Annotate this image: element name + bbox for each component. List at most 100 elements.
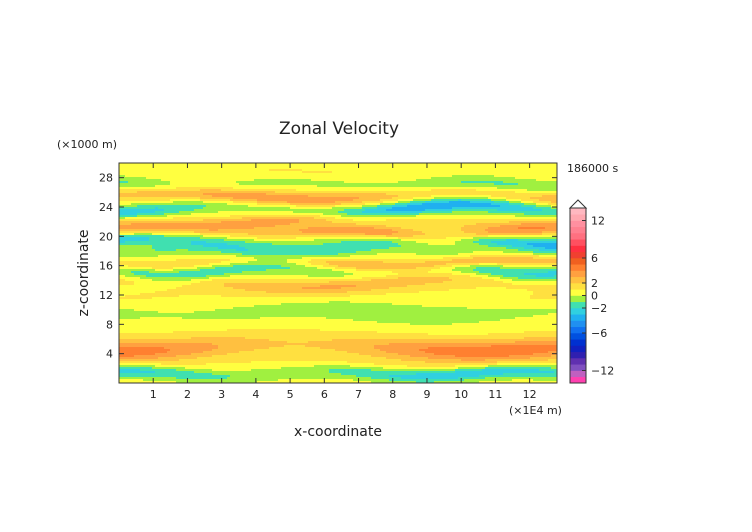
heatmap-cell (179, 213, 183, 216)
heatmap-cell (455, 181, 459, 184)
heatmap-cell (464, 187, 468, 190)
heatmap-cell (554, 197, 558, 200)
heatmap-cell (497, 189, 501, 192)
heatmap-cell (446, 167, 450, 170)
heatmap-cell (437, 167, 441, 170)
heatmap-cell (278, 225, 282, 228)
heatmap-cell (167, 195, 171, 198)
heatmap-cell (464, 199, 468, 202)
heatmap-cell (317, 187, 321, 190)
heatmap-cell (290, 207, 294, 210)
heatmap-cell (266, 203, 270, 206)
heatmap-cell (515, 211, 519, 214)
heatmap-cell (254, 175, 258, 178)
heatmap-cell (122, 209, 126, 212)
heatmap-cell (518, 163, 522, 166)
heatmap-cell (131, 187, 135, 190)
heatmap-cell (551, 171, 555, 174)
heatmap-cell (551, 181, 555, 184)
heatmap-cell (335, 175, 339, 178)
heatmap-cell (164, 211, 168, 214)
heatmap-cell (476, 171, 480, 174)
heatmap-cell (224, 171, 228, 174)
heatmap-cell (332, 227, 336, 230)
heatmap-cell (305, 219, 309, 222)
heatmap-cell (194, 213, 198, 216)
heatmap-cell (497, 165, 501, 168)
heatmap-cell (140, 177, 144, 180)
heatmap-cell (260, 225, 264, 228)
heatmap-cell (203, 209, 207, 212)
heatmap-cell (284, 207, 288, 210)
heatmap-cell (221, 167, 225, 170)
heatmap-cell (491, 211, 495, 214)
heatmap-cell (413, 215, 417, 218)
heatmap-cell (164, 175, 168, 178)
heatmap-cell (359, 201, 363, 204)
heatmap-cell (443, 209, 447, 212)
heatmap-cell (125, 229, 129, 232)
heatmap-cell (509, 225, 513, 228)
heatmap-cell (389, 195, 393, 198)
heatmap-cell (530, 223, 534, 226)
heatmap-cell (524, 181, 528, 184)
heatmap-cell (290, 227, 294, 230)
heatmap-cell (275, 181, 279, 184)
heatmap-cell (317, 185, 321, 188)
heatmap-cell (500, 209, 504, 212)
heatmap-cell (359, 205, 363, 208)
heatmap-cell (242, 205, 246, 208)
heatmap-cell (314, 223, 318, 226)
heatmap-cell (530, 189, 534, 192)
heatmap-cell (209, 229, 213, 232)
heatmap-cell (173, 229, 177, 232)
heatmap-cell (305, 209, 309, 212)
heatmap-cell (119, 225, 123, 228)
heatmap-cell (554, 193, 558, 196)
heatmap-cell (164, 185, 168, 188)
heatmap-cell (176, 185, 180, 188)
heatmap-cell (236, 229, 240, 232)
heatmap-cell (122, 181, 126, 184)
heatmap-cell (347, 165, 351, 168)
heatmap-cell (248, 207, 252, 210)
heatmap-cell (371, 191, 375, 194)
heatmap-cell (338, 197, 342, 200)
heatmap-cell (431, 187, 435, 190)
heatmap-cell (317, 191, 321, 194)
heatmap-cell (311, 181, 315, 184)
heatmap-cell (149, 207, 153, 210)
heatmap-cell (161, 181, 165, 184)
heatmap-cell (317, 193, 321, 196)
heatmap-cell (218, 173, 222, 176)
heatmap-cell (389, 203, 393, 206)
heatmap-cell (275, 223, 279, 226)
heatmap-cell (125, 193, 129, 196)
heatmap-cell (257, 183, 261, 186)
heatmap-cell (281, 177, 285, 180)
heatmap-cell (236, 193, 240, 196)
heatmap-cell (194, 223, 198, 226)
heatmap-cell (440, 185, 444, 188)
heatmap-cell (131, 217, 135, 220)
heatmap-cell (338, 179, 342, 182)
heatmap-cell (440, 163, 444, 166)
heatmap-cell (443, 223, 447, 226)
heatmap-cell (182, 201, 186, 204)
heatmap-cell (341, 165, 345, 168)
heatmap-cell (371, 187, 375, 190)
heatmap-cell (257, 199, 261, 202)
heatmap-cell (449, 179, 453, 182)
heatmap-cell (170, 187, 174, 190)
heatmap-cell (395, 177, 399, 180)
heatmap-cell (245, 215, 249, 218)
heatmap-cell (158, 209, 162, 212)
heatmap-cell (524, 211, 528, 214)
heatmap-cell (425, 179, 429, 182)
heatmap-cell (554, 175, 558, 178)
heatmap-cell (416, 195, 420, 198)
heatmap-cell (296, 221, 300, 224)
heatmap-cell (221, 195, 225, 198)
heatmap-cell (191, 203, 195, 206)
heatmap-cell (536, 225, 540, 228)
